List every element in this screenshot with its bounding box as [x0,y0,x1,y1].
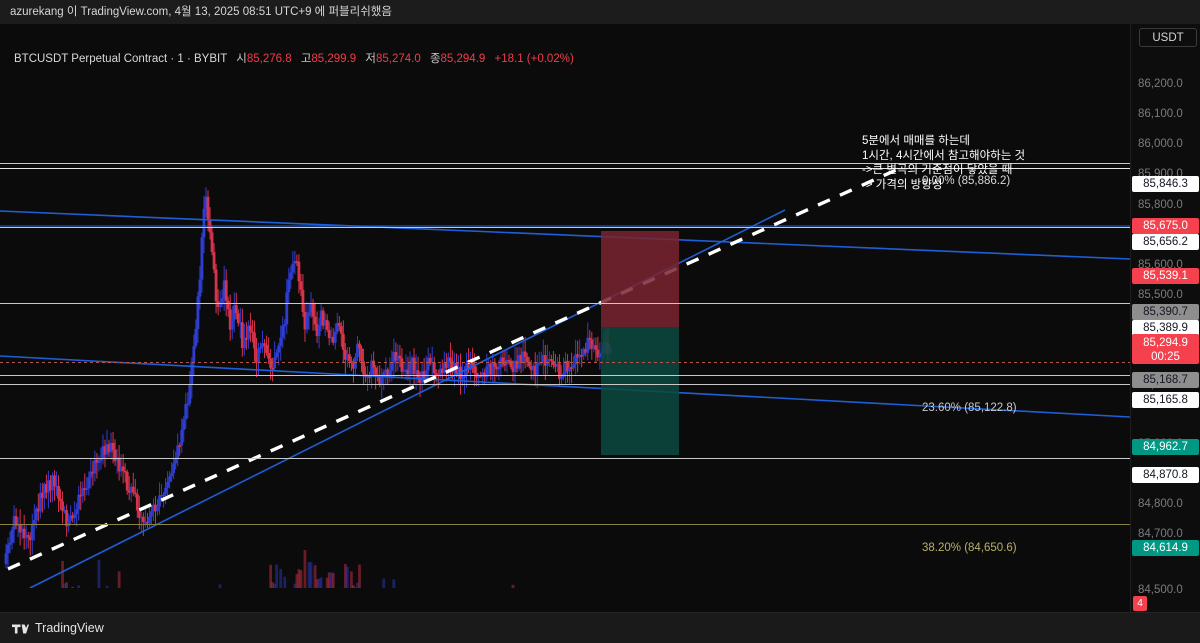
hline-84870[interactable] [0,458,1130,459]
price-tick: 84,700.0 [1138,528,1183,540]
legend-low-value: 85,274.0 [375,53,421,65]
hline-current[interactable] [0,362,1130,363]
publish-header: azurekang 이 TradingView.com, 4월 13, 2025… [0,0,1200,24]
price-tick: 85,500.0 [1138,289,1183,301]
hline-85846[interactable] [0,163,1130,164]
price-label: 85,294.9 00:25 [1132,334,1199,364]
annotation-line-2: 1시간, 4시간에서 참고해야하는 것 [862,149,1026,162]
price-axis[interactable]: USDT 86,200.0 86,100.0 86,000.0 85,900.0 85,… [1130,24,1200,612]
price-tick: 86,000.0 [1138,138,1183,150]
legend-low-label: 저 [365,53,376,65]
price-label: 85,165.8 [1132,392,1199,408]
countdown-badge: 4 [1133,596,1147,611]
legend-change: +18.1 (+0.02%) [494,53,574,65]
price-tick: 86,100.0 [1138,108,1183,120]
hline-85886[interactable] [0,168,1130,169]
annotation-line-3: ->큰 변곡의 기준점이 닿았을 때 [862,164,1013,176]
price-label: 85,390.7 [1132,304,1199,320]
annotation-line-1: 5분에서 매매를 하는데 [862,135,971,147]
tradingview-logo-text: TradingView [35,621,104,635]
currency-unit-label: USDT [1139,28,1197,47]
price-label: 84,614.9 [1132,540,1199,556]
price-label: 85,168.7 [1132,372,1199,388]
hline-85389[interactable] [0,303,1130,304]
annotation-line-4: -> 가격의 방향성 [862,178,943,191]
legend-high-value: 85,299.9 [311,53,357,65]
price-tick: 85,800.0 [1138,199,1183,211]
legend-open-label: 시 [236,53,247,65]
hline-85656[interactable] [0,227,1130,228]
price-label: 84,870.8 [1132,467,1199,483]
price-label: 85,846.3 [1132,176,1199,192]
chart-frame[interactable]: 0.00% (85,886.2) 23.60% (85,122.8) 38.20% … [0,24,1200,612]
tradingview-mark-icon [12,624,29,633]
price-tick: 86,200.0 [1138,78,1183,90]
legend-open-value: 85,276.8 [246,53,292,65]
hline-85168[interactable] [0,375,1130,376]
price-label: 85,656.2 [1132,234,1199,250]
price-label: 85,389.9 [1132,320,1199,336]
chart-annotation-text: 5분에서 매매를 하는데 1시간, 4시간에서 참고해야하는 것 ->큰 변곡의… [862,134,1025,192]
fib-level-label: 23.60% (85,122.8) [922,402,1017,414]
price-plot [0,164,1130,588]
price-label: 84,962.7 [1132,439,1199,455]
price-label: 85,539.1 [1132,268,1199,284]
price-label: 85,675.0 [1132,218,1199,234]
price-tick: 84,500.0 [1138,584,1183,596]
fib-level-label: 38.20% (84,650.6) [922,542,1017,554]
hline-84650[interactable] [0,524,1130,525]
tradingview-logo[interactable]: TradingView [12,620,104,637]
price-tick: 84,800.0 [1138,498,1183,510]
legend-high-label: 고 [300,53,312,65]
legend-close-label: 종 [429,53,441,65]
chart-pane[interactable]: 0.00% (85,886.2) 23.60% (85,122.8) 38.20% … [0,24,1130,588]
demand-zone[interactable] [601,327,679,455]
bottom-bar: TradingView [0,612,1200,643]
legend-symbol[interactable]: BTCUSDT Perpetual Contract · 1 · BYBIT [14,53,228,65]
fib-level-label: 0.00% (85,886.2) [922,175,1011,187]
legend-close-value: 85,294.9 [440,53,486,65]
chart-legend[interactable]: BTCUSDT Perpetual Contract · 1 · BYBIT 시… [14,52,574,66]
supply-zone[interactable] [601,231,679,327]
hline-85122[interactable] [0,384,1130,385]
